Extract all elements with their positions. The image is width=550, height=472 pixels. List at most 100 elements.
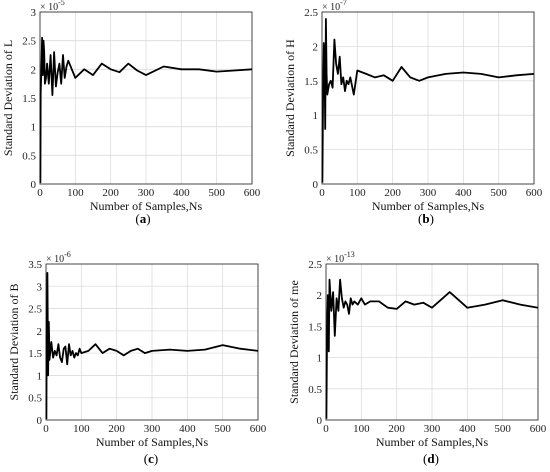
y-tick-label: 3.5 <box>28 259 42 271</box>
exponent-base: × 10 <box>40 2 58 13</box>
x-tick-label: 0 <box>43 423 49 435</box>
x-tick-label: 100 <box>67 187 84 199</box>
x-axis-label: Number of Samples,Ns <box>90 199 203 213</box>
x-tick-label: 0 <box>323 423 329 435</box>
x-tick-label: 400 <box>173 187 190 199</box>
y-tick-label: 0 <box>317 415 323 427</box>
x-tick-label: 400 <box>459 423 476 435</box>
x-tick-label: 600 <box>530 423 547 435</box>
y-tick-label: 0.5 <box>28 393 42 405</box>
caption-paren-open: ( <box>144 451 148 466</box>
y-axis-exponent: × 10-6 <box>46 250 71 265</box>
exponent-base: × 10 <box>322 2 340 13</box>
panel-d: 0 100 200 300 400 500 600 0 0.5 1 1.5 2 2.5 × 10-13 Nu… <box>287 250 547 466</box>
y-tick-label: 2.5 <box>22 36 36 48</box>
x-tick-label: 500 <box>214 423 231 435</box>
x-tick-label: 300 <box>138 187 155 199</box>
y-tick-label: 3 <box>37 281 43 293</box>
x-tick-label: 300 <box>144 423 161 435</box>
x-tick-label: 100 <box>353 423 370 435</box>
caption-paren-open: ( <box>135 211 139 226</box>
y-tick-label: 1 <box>37 370 43 382</box>
x-tick-label: 0 <box>319 187 325 199</box>
caption-letter: c <box>148 451 154 466</box>
caption-paren-close: ) <box>154 451 158 466</box>
y-tick-label: 1 <box>313 110 319 122</box>
y-tick-label: 2.5 <box>28 304 42 316</box>
series-line <box>321 17 535 183</box>
y-tick-label: 1.5 <box>22 93 36 105</box>
x-tick-label: 0 <box>37 187 43 199</box>
caption-paren-close: ) <box>430 211 434 226</box>
y-tick-label: 0.5 <box>308 384 322 396</box>
x-tick-label: 100 <box>349 187 366 199</box>
y-tick-label: 1.5 <box>308 321 322 333</box>
y-axis-label: Standard Deviation of L <box>1 40 15 156</box>
y-tick-label: 0.5 <box>22 150 36 162</box>
x-tick-label: 500 <box>494 423 511 435</box>
x-tick-label: 200 <box>108 423 125 435</box>
y-tick-label: 2.5 <box>308 259 322 271</box>
y-tick-label: 2 <box>313 41 319 53</box>
series-line <box>39 36 253 183</box>
y-tick-label: 1 <box>317 353 323 365</box>
exponent-base: × 10 <box>326 254 344 265</box>
x-tick-label: 300 <box>424 423 441 435</box>
x-tick-label: 300 <box>420 187 437 199</box>
y-tick-label: 0 <box>37 415 43 427</box>
y-tick-label: 2 <box>317 290 323 302</box>
y-axis-exponent: × 10-7 <box>322 0 347 13</box>
y-tick-label: 3 <box>31 7 37 19</box>
y-tick-label: 0.5 <box>304 145 318 157</box>
x-tick-label: 400 <box>179 423 196 435</box>
panel-b: 0 100 200 300 400 500 600 0 0.5 1 1.5 2 2.5 × 10-7 Num… <box>283 0 543 226</box>
x-tick-label: 400 <box>455 187 472 199</box>
exponent-power: -7 <box>340 0 347 7</box>
panel-caption: (c) <box>144 451 158 466</box>
y-tick-label: 2 <box>37 326 43 338</box>
y-tick-label: 2.5 <box>304 7 318 19</box>
panel-caption: (d) <box>423 451 439 466</box>
y-axis-label: Standard Deviation of me <box>287 280 301 404</box>
panel-c: 0 100 200 300 400 500 600 0 0.5 1 1.5 2 2.5 3 3.5 × 10-… <box>7 250 267 466</box>
y-tick-label: 0 <box>313 179 319 191</box>
exponent-power: -13 <box>344 250 355 259</box>
y-axis-exponent: × 10-5 <box>40 0 65 13</box>
panel-caption: (a) <box>135 211 150 226</box>
caption-paren-close: ) <box>146 211 150 226</box>
caption-paren-open: ( <box>423 451 427 466</box>
x-tick-label: 500 <box>208 187 225 199</box>
x-axis-label: Number of Samples,Ns <box>96 435 209 449</box>
panel-caption: (b) <box>418 211 434 226</box>
exponent-base: × 10 <box>46 254 64 265</box>
x-tick-label: 200 <box>102 187 119 199</box>
y-tick-label: 2 <box>31 64 37 76</box>
exponent-power: -5 <box>58 0 65 7</box>
caption-letter: d <box>427 451 435 466</box>
x-tick-label: 500 <box>490 187 507 199</box>
x-tick-label: 600 <box>244 187 261 199</box>
y-tick-label: 0 <box>31 179 37 191</box>
x-tick-label: 600 <box>250 423 267 435</box>
x-tick-label: 600 <box>526 187 543 199</box>
x-tick-label: 200 <box>384 187 401 199</box>
x-axis-label: Number of Samples,Ns <box>372 199 485 213</box>
series-line <box>325 278 539 419</box>
y-tick-label: 1.5 <box>304 76 318 88</box>
caption-paren-open: ( <box>418 211 422 226</box>
y-axis-label: Standard Deviation of B <box>7 284 21 401</box>
y-axis-label: Standard Deviation of H <box>283 39 297 157</box>
x-axis-label: Number of Samples,Ns <box>376 435 489 449</box>
caption-letter: b <box>422 211 429 226</box>
y-axis-exponent: × 10-13 <box>326 250 355 265</box>
panel-a: 0 100 200 300 400 500 600 0 0.5 1 1.5 2 2.5 3 × 10-5 Nu… <box>1 0 261 226</box>
y-tick-label: 1.5 <box>28 348 42 360</box>
x-tick-label: 100 <box>73 423 90 435</box>
caption-letter: a <box>140 211 147 226</box>
exponent-power: -6 <box>64 250 71 259</box>
plot-frame <box>321 11 535 185</box>
caption-paren-close: ) <box>435 451 439 466</box>
plot-frame <box>325 263 539 421</box>
y-tick-label: 1 <box>31 122 37 134</box>
